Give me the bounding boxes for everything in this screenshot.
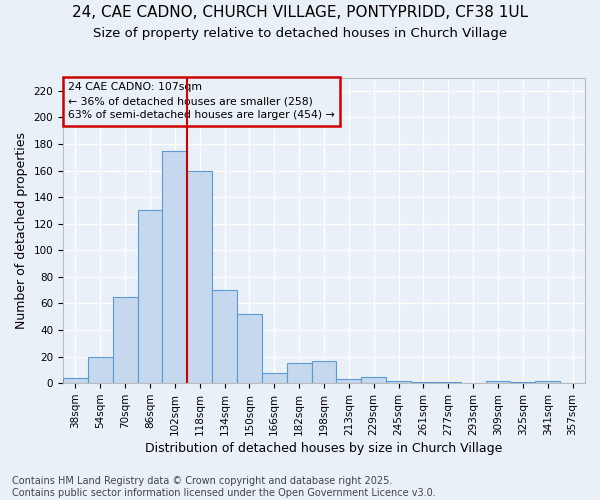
Bar xyxy=(511,382,535,383)
Bar xyxy=(137,210,163,383)
Bar xyxy=(163,150,187,383)
Bar xyxy=(287,364,311,383)
Bar xyxy=(113,297,137,383)
Bar xyxy=(88,356,113,383)
Bar xyxy=(237,314,262,383)
Bar xyxy=(411,382,436,383)
Bar xyxy=(337,379,361,383)
Text: Contains HM Land Registry data © Crown copyright and database right 2025.
Contai: Contains HM Land Registry data © Crown c… xyxy=(12,476,436,498)
Bar xyxy=(436,382,461,383)
Bar xyxy=(212,290,237,383)
Bar xyxy=(63,378,88,383)
Bar xyxy=(187,170,212,383)
Bar xyxy=(485,380,511,383)
Text: Size of property relative to detached houses in Church Village: Size of property relative to detached ho… xyxy=(93,28,507,40)
Text: 24, CAE CADNO, CHURCH VILLAGE, PONTYPRIDD, CF38 1UL: 24, CAE CADNO, CHURCH VILLAGE, PONTYPRID… xyxy=(72,5,528,20)
Bar xyxy=(535,380,560,383)
Y-axis label: Number of detached properties: Number of detached properties xyxy=(15,132,28,329)
Bar xyxy=(262,372,287,383)
X-axis label: Distribution of detached houses by size in Church Village: Distribution of detached houses by size … xyxy=(145,442,503,455)
Bar xyxy=(361,376,386,383)
Bar xyxy=(386,380,411,383)
Text: 24 CAE CADNO: 107sqm
← 36% of detached houses are smaller (258)
63% of semi-deta: 24 CAE CADNO: 107sqm ← 36% of detached h… xyxy=(68,82,335,120)
Bar xyxy=(311,360,337,383)
